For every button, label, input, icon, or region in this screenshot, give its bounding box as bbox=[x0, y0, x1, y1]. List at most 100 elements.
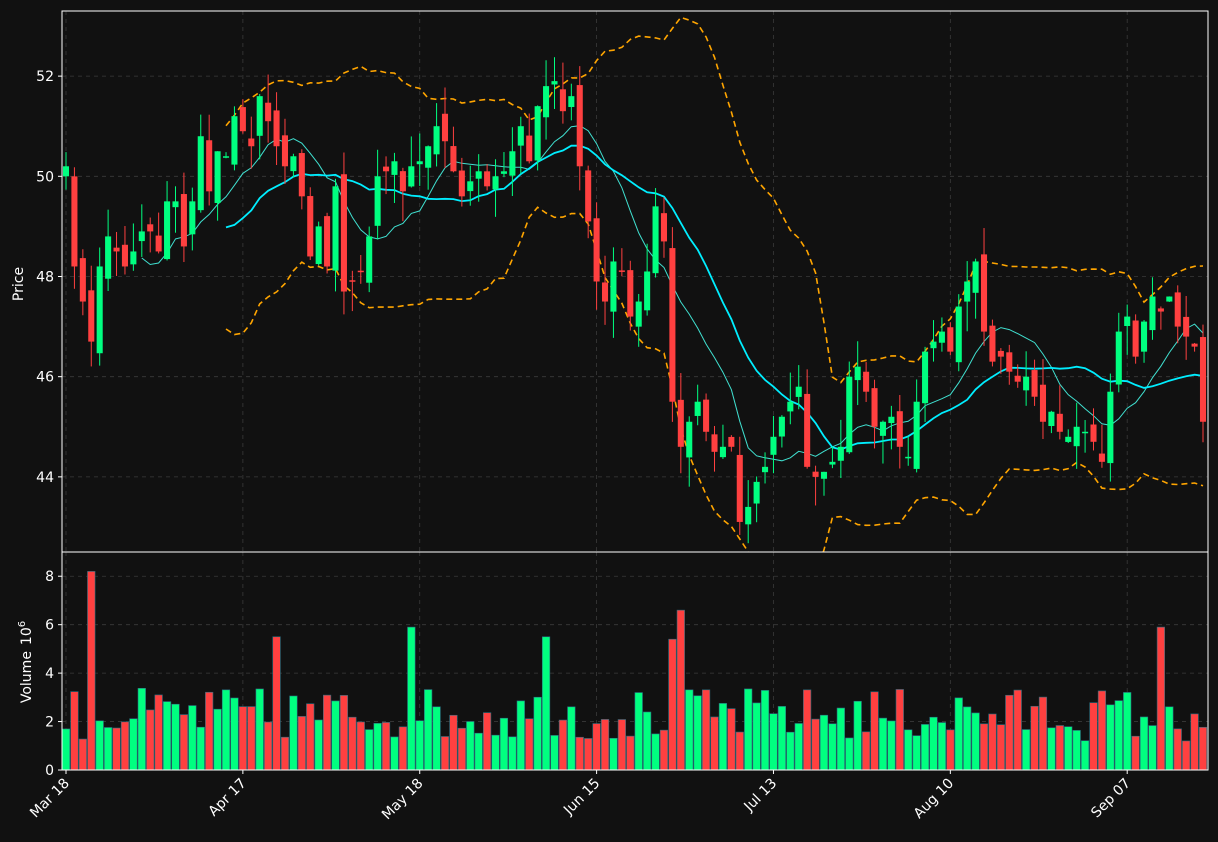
candle-body bbox=[989, 325, 996, 362]
price-panel: 44 46 48 50 52 Price bbox=[11, 10, 1209, 553]
volume-bar bbox=[171, 703, 180, 771]
volume-bar bbox=[685, 689, 694, 771]
volume-bar bbox=[1038, 696, 1048, 771]
candle-body bbox=[155, 235, 162, 252]
candle-body bbox=[905, 456, 912, 459]
volume-tick-label: 0 bbox=[45, 763, 54, 779]
candle-body bbox=[703, 399, 710, 432]
candle-body bbox=[686, 421, 693, 458]
candle-body bbox=[1006, 352, 1013, 372]
candle-body bbox=[1056, 413, 1063, 432]
volume-bar bbox=[954, 697, 963, 771]
volume-bar bbox=[272, 636, 281, 771]
volume-bar bbox=[575, 736, 584, 771]
candle-body bbox=[265, 102, 272, 122]
price-tick-label: 48 bbox=[36, 269, 54, 285]
candle-body bbox=[980, 254, 988, 332]
volume-bar bbox=[348, 716, 357, 771]
candle-body bbox=[922, 351, 929, 404]
volume-bar bbox=[162, 701, 172, 771]
volume-label-power: 6 bbox=[17, 621, 28, 627]
candle-body bbox=[534, 106, 541, 161]
candle-body bbox=[1174, 292, 1181, 327]
volume-bar bbox=[491, 734, 500, 771]
candle-body bbox=[762, 466, 769, 473]
volume-bar bbox=[895, 689, 904, 771]
candle-body bbox=[1039, 384, 1047, 422]
volume-bar bbox=[499, 717, 509, 771]
volume-bar bbox=[322, 694, 332, 771]
candle-body bbox=[1157, 308, 1164, 312]
volume-bar bbox=[390, 736, 399, 771]
candle-body bbox=[660, 213, 668, 242]
candle-body bbox=[290, 156, 297, 172]
candle-body bbox=[837, 446, 844, 461]
candle-body bbox=[964, 281, 971, 302]
volume-bar bbox=[314, 719, 323, 771]
volume-bar bbox=[828, 723, 837, 771]
candle-body bbox=[180, 194, 187, 247]
volume-bar bbox=[95, 720, 104, 771]
candle-body bbox=[1031, 370, 1038, 397]
volume-bar bbox=[457, 727, 466, 771]
volume-bar bbox=[996, 724, 1005, 771]
candle-body bbox=[871, 388, 878, 427]
volume-bar bbox=[104, 727, 113, 771]
volume-bar bbox=[188, 705, 197, 771]
candle-body bbox=[425, 146, 432, 168]
volume-bar bbox=[1080, 740, 1090, 771]
volume-bar bbox=[870, 691, 879, 771]
price-axis-label: Price bbox=[11, 267, 27, 301]
volume-bar bbox=[483, 712, 492, 771]
volume-bar bbox=[1165, 706, 1174, 771]
volume-bar bbox=[878, 717, 888, 771]
candle-body bbox=[458, 170, 465, 197]
volume-tick-label: 8 bbox=[45, 569, 54, 585]
candle-body bbox=[711, 434, 718, 452]
price-tick-label: 50 bbox=[36, 169, 54, 185]
volume-bar bbox=[432, 706, 441, 771]
candle-body bbox=[585, 170, 592, 222]
volume-bar bbox=[971, 712, 980, 771]
candle-body bbox=[1166, 296, 1173, 302]
candle-body bbox=[644, 271, 651, 311]
candle-body bbox=[694, 401, 701, 416]
candle-body bbox=[281, 135, 289, 167]
volume-bar bbox=[1182, 740, 1191, 771]
candle-body bbox=[543, 86, 550, 118]
lower-band-line bbox=[225, 206, 1204, 552]
candle-body bbox=[1090, 424, 1097, 442]
volume-bar bbox=[600, 719, 610, 771]
candle-body bbox=[1082, 431, 1089, 434]
volume-bar bbox=[1131, 735, 1140, 771]
volume-bar bbox=[137, 688, 146, 771]
volume-bar bbox=[634, 692, 643, 771]
volume-bar bbox=[449, 714, 458, 771]
candle-body bbox=[214, 151, 221, 204]
volume-bar bbox=[179, 714, 189, 771]
volume-bar bbox=[398, 726, 407, 771]
volume-bar bbox=[946, 729, 955, 771]
volume-bar bbox=[786, 731, 795, 771]
candle-body bbox=[492, 176, 499, 190]
candle-body bbox=[138, 231, 145, 242]
volume-bar bbox=[297, 716, 306, 771]
volume-bar bbox=[541, 636, 551, 771]
volume-bar bbox=[693, 695, 702, 771]
volume-bar bbox=[617, 719, 626, 771]
volume-bar bbox=[339, 695, 349, 771]
candle-body bbox=[1073, 426, 1080, 447]
volume-bar bbox=[676, 609, 685, 771]
volume-bar bbox=[78, 738, 87, 771]
volume-bar bbox=[887, 720, 896, 771]
candle-body bbox=[416, 161, 423, 165]
candle-body bbox=[62, 166, 70, 177]
volume-bar bbox=[803, 689, 812, 771]
volume-bar bbox=[592, 723, 601, 771]
candle-body bbox=[484, 171, 491, 187]
volume-bar bbox=[508, 736, 517, 771]
candle-body bbox=[332, 186, 339, 271]
volume-bar bbox=[1072, 730, 1081, 771]
volume-bar bbox=[407, 626, 416, 771]
